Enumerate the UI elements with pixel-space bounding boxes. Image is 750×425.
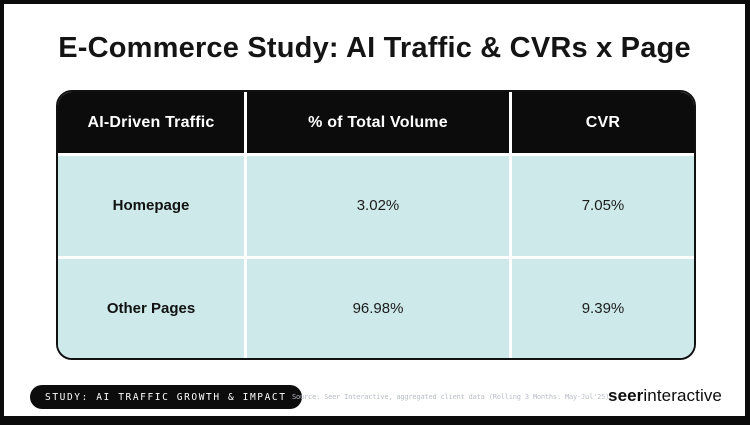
table-row-other-pages-volume: 96.98% xyxy=(247,258,509,358)
logo-text-bold: seer xyxy=(608,386,644,405)
seer-interactive-logo: seerinteractive xyxy=(608,386,722,406)
table-row-other-pages-label: Other Pages xyxy=(58,258,244,358)
table-header-cvr: CVR xyxy=(512,92,694,153)
slide-title: E-Commerce Study: AI Traffic & CVRs x Pa… xyxy=(58,32,691,64)
traffic-cvr-table: AI-Driven Traffic % of Total Volume CVR … xyxy=(56,90,696,360)
table-row-homepage-label: Homepage xyxy=(58,156,244,256)
table-header-total-volume: % of Total Volume xyxy=(247,92,509,153)
source-attribution: Source: Seer Interactive, aggregated cli… xyxy=(292,393,610,401)
study-badge: STUDY: AI TRAFFIC GROWTH & IMPACT xyxy=(30,385,302,409)
table-header-ai-driven-traffic: AI-Driven Traffic xyxy=(58,92,244,153)
table-row-other-pages-cvr: 9.39% xyxy=(512,258,694,358)
table-row-homepage-cvr: 7.05% xyxy=(512,156,694,256)
logo-text-regular: interactive xyxy=(643,386,722,405)
table-row-homepage-volume: 3.02% xyxy=(247,156,509,256)
